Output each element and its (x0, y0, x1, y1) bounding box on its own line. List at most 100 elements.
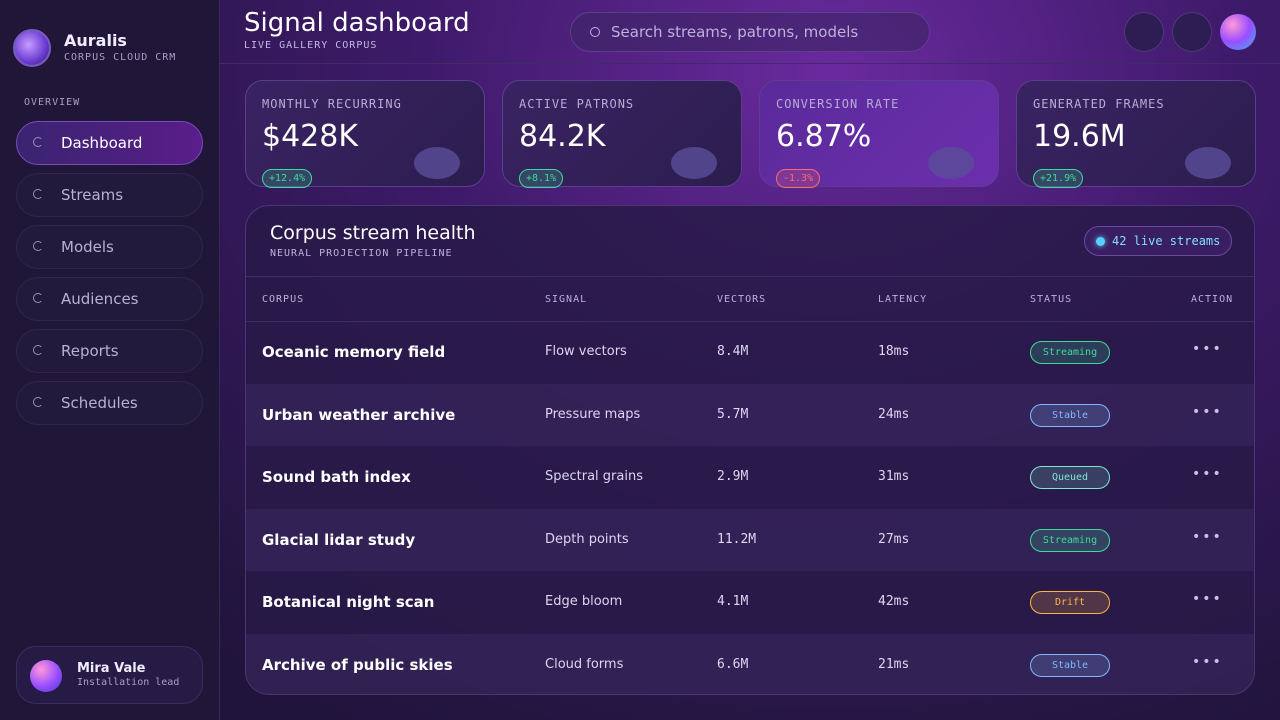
cell-corpus: Sound bath index (262, 468, 411, 486)
kpi-illustration (1185, 147, 1231, 179)
page-title: Signal dashboard (244, 8, 470, 38)
cell-signal: Cloud forms (545, 656, 624, 672)
nav-label: Schedules (61, 394, 138, 412)
kpi-card: GENERATED FRAMES 19.6M +21.9% (1016, 80, 1256, 188)
notifications-button[interactable] (1124, 12, 1164, 52)
row-actions[interactable]: ••• (1192, 591, 1223, 607)
nav-item[interactable]: Schedules (16, 381, 203, 425)
brand-tagline: CORPUS CLOUD CRM (64, 52, 177, 63)
nav-icon (33, 397, 43, 407)
nav-icon (33, 189, 43, 199)
cell-latency: 21ms (878, 656, 910, 672)
table-card: Corpus stream health NEURAL PROJECTION PI… (245, 205, 1255, 695)
kpi-card: CONVERSION RATE 6.87% -1.3% (759, 80, 999, 188)
column-header: VECTORS (717, 294, 767, 305)
nav-item[interactable]: Audiences (16, 277, 203, 321)
row-actions[interactable]: ••• (1192, 466, 1223, 482)
kpi-label: ACTIVE PATRONS (519, 97, 635, 111)
brand-name: Auralis (64, 31, 127, 50)
column-header: ACTION (1191, 294, 1234, 305)
profile-avatar[interactable] (1220, 14, 1256, 50)
kpi-illustration (414, 147, 460, 179)
cell-vectors: 4.1M (717, 594, 749, 609)
nav-label: Dashboard (61, 134, 143, 152)
brand-logo (13, 29, 51, 67)
nav-label: Reports (61, 342, 119, 360)
sidebar: Auralis CORPUS CLOUD CRM OVERVIEW Dashboard… (0, 0, 220, 720)
status-pill: Streaming (1030, 528, 1110, 552)
column-header: LATENCY (878, 294, 928, 305)
status-pill: Queued (1030, 466, 1110, 489)
cell-corpus: Urban weather archive (262, 405, 456, 424)
status-pill: Stable (1030, 403, 1110, 427)
column-header: CORPUS (262, 294, 305, 305)
row-actions[interactable]: ••• (1192, 528, 1223, 545)
kpi-card: MONTHLY RECURRING $428K +12.4% (245, 80, 485, 188)
nav-icon (33, 137, 43, 147)
row-actions[interactable]: ••• (1192, 653, 1223, 670)
search-box[interactable]: Search streams, patrons, models (570, 12, 930, 52)
table-title: Corpus stream health (270, 222, 476, 244)
table-row: Sound bath index Spectral grains 2.9M 31ms Q… (246, 446, 1254, 508)
kpi-illustration (928, 147, 974, 179)
nav-item[interactable]: Reports (16, 329, 203, 373)
cell-latency: 42ms (878, 594, 910, 609)
cell-signal: Depth points (545, 531, 629, 547)
page-subtitle: LIVE GALLERY CORPUS (244, 40, 378, 51)
cell-corpus: Archive of public skies (262, 655, 453, 674)
kpi-value: $428K (262, 119, 359, 154)
cell-corpus: Glacial lidar study (262, 530, 416, 549)
nav-item[interactable]: Models (16, 225, 203, 269)
nav-item[interactable]: Dashboard (16, 121, 203, 165)
nav-label: Streams (61, 186, 124, 204)
kpi-value: 19.6M (1033, 119, 1126, 154)
nav-icon (33, 345, 43, 355)
live-dot (1096, 237, 1105, 246)
nav-item[interactable]: Streams (16, 173, 203, 217)
cell-signal: Spectral grains (545, 469, 643, 484)
table-row: Urban weather archive Pressure maps 5.7M 24… (246, 383, 1254, 446)
cell-corpus: Oceanic memory field (262, 343, 446, 361)
user-role: Installation lead (77, 677, 180, 688)
table-row: Botanical night scan Edge bloom 4.1M 42ms Dr… (246, 571, 1254, 633)
table-subtitle: NEURAL PROJECTION PIPELINE (270, 248, 453, 259)
cell-vectors: 11.2M (717, 531, 757, 547)
table-row: Archive of public skies Cloud forms 6.6M 21… (246, 633, 1254, 694)
cell-latency: 18ms (878, 344, 910, 359)
kpi-card: ACTIVE PATRONS 84.2K +8.1% (502, 80, 742, 188)
user-card[interactable]: Mira Vale Installation lead (16, 646, 203, 704)
user-avatar (30, 660, 62, 692)
table-divider (246, 276, 1254, 277)
table-row: Oceanic memory field Flow vectors 8.4M 18ms… (246, 321, 1254, 383)
row-actions[interactable]: ••• (1192, 403, 1223, 420)
table-divider (246, 321, 1254, 322)
row-actions[interactable]: ••• (1192, 341, 1223, 357)
cell-signal: Pressure maps (545, 406, 641, 422)
nav-section: OVERVIEW (24, 97, 81, 108)
kpi-change: +21.9% (1033, 169, 1084, 188)
help-button[interactable] (1172, 12, 1212, 52)
kpi-value: 6.87% (776, 119, 872, 154)
kpi-label: MONTHLY RECURRING (262, 97, 402, 111)
search-placeholder: Search streams, patrons, models (611, 23, 859, 41)
status-pill: Stable (1030, 653, 1110, 677)
user-name: Mira Vale (77, 661, 146, 676)
kpi-illustration (671, 147, 717, 179)
kpi-value: 84.2K (519, 119, 606, 154)
status-pill: Drift (1030, 591, 1110, 614)
nav-icon (33, 241, 43, 251)
cell-latency: 27ms (878, 531, 910, 547)
table-row: Glacial lidar study Depth points 11.2M 27ms… (246, 508, 1254, 571)
cell-signal: Flow vectors (545, 344, 627, 359)
nav-label: Audiences (61, 290, 139, 308)
kpi-change: -1.3% (776, 169, 821, 188)
kpi-label: CONVERSION RATE (776, 97, 900, 111)
cell-vectors: 8.4M (717, 344, 749, 359)
nav-icon (33, 293, 43, 303)
cell-latency: 24ms (878, 406, 910, 422)
cell-corpus: Botanical night scan (262, 593, 435, 611)
header-divider (220, 63, 1280, 64)
cell-vectors: 6.6M (717, 656, 749, 672)
kpi-label: GENERATED FRAMES (1033, 97, 1165, 111)
